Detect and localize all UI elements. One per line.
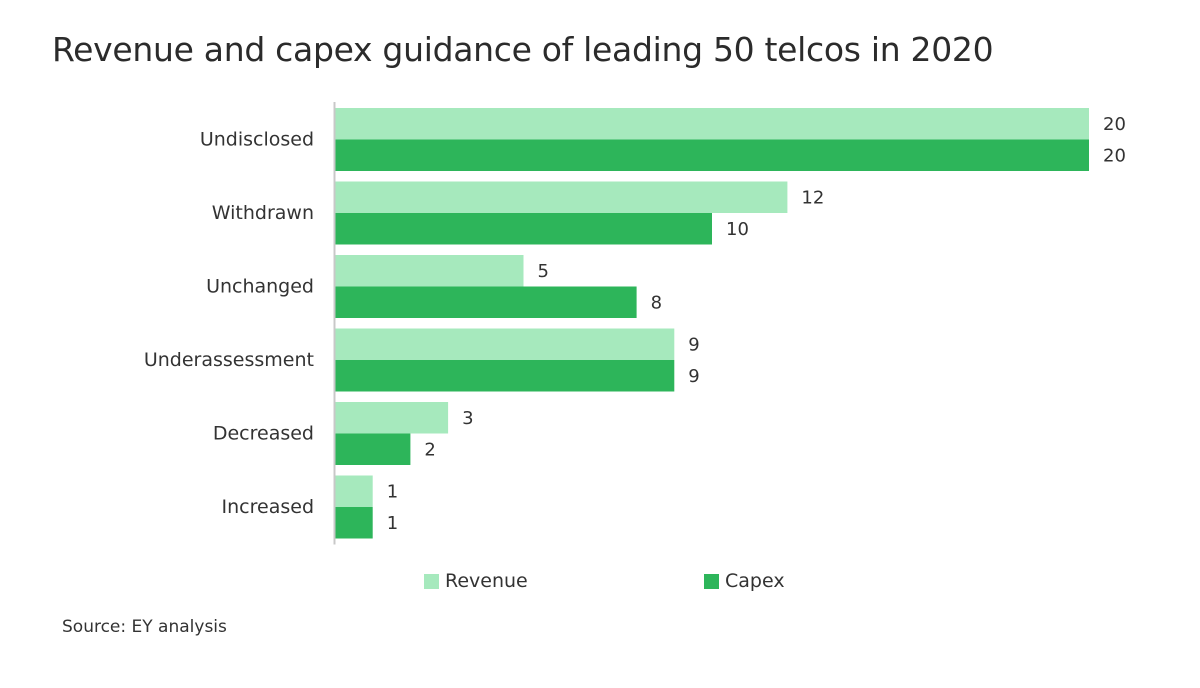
data-label-capex-unchanged: 8 xyxy=(651,292,662,313)
data-label-capex-increased: 1 xyxy=(387,513,398,534)
data-label-capex-underassessment: 9 xyxy=(688,366,699,387)
legend-label-capex: Capex xyxy=(725,570,785,592)
data-label-capex-withdrawn: 10 xyxy=(726,219,749,240)
data-label-revenue-decreased: 3 xyxy=(462,408,473,429)
bar-revenue-unchanged xyxy=(335,255,524,287)
data-label-revenue-unchanged: 5 xyxy=(538,261,549,282)
data-label-capex-decreased: 2 xyxy=(424,439,435,460)
bar-capex-withdrawn xyxy=(335,213,712,245)
bar-revenue-underassessment xyxy=(335,328,675,360)
data-label-capex-undisclosed: 20 xyxy=(1103,145,1126,166)
bar-capex-decreased xyxy=(335,433,411,465)
bar-revenue-decreased xyxy=(335,402,449,434)
category-label-decreased: Decreased xyxy=(213,423,314,445)
legend-item-revenue: Revenue xyxy=(424,570,528,592)
category-label-withdrawn: Withdrawn xyxy=(212,202,314,224)
category-label-increased: Increased xyxy=(222,496,314,518)
bar-revenue-withdrawn xyxy=(335,181,788,213)
data-label-revenue-withdrawn: 12 xyxy=(801,187,824,208)
bar-revenue-increased xyxy=(335,475,373,507)
bar-revenue-undisclosed xyxy=(335,108,1089,140)
data-label-revenue-increased: 1 xyxy=(387,481,398,502)
chart-title: Revenue and capex guidance of leading 50… xyxy=(52,30,994,69)
category-label-unchanged: Unchanged xyxy=(206,276,314,298)
bar-capex-unchanged xyxy=(335,286,637,318)
data-label-revenue-undisclosed: 20 xyxy=(1103,114,1126,135)
bar-capex-underassessment xyxy=(335,360,675,392)
legend-swatch-capex xyxy=(704,573,719,589)
data-label-revenue-underassessment: 9 xyxy=(688,334,699,355)
bar-capex-undisclosed xyxy=(335,139,1089,171)
bar-capex-increased xyxy=(335,507,373,539)
source-note: Source: EY analysis xyxy=(62,617,227,637)
category-label-undisclosed: Undisclosed xyxy=(200,129,314,151)
legend-item-capex: Capex xyxy=(704,570,785,592)
legend-label-revenue: Revenue xyxy=(445,570,528,592)
legend-swatch-revenue xyxy=(424,573,439,589)
category-label-underassessment: Underassessment xyxy=(144,349,314,371)
chart-legend: Revenue Capex xyxy=(0,570,1200,596)
